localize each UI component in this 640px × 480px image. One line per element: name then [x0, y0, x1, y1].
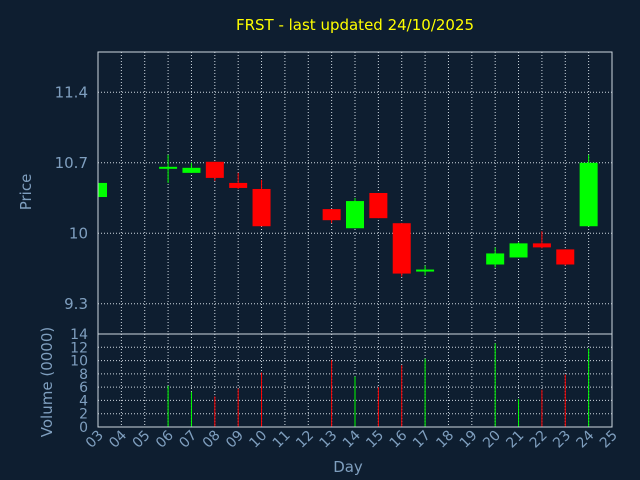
volume-axis-label: Volume (0000) [38, 327, 56, 437]
x-tick-label: 12 [293, 428, 317, 452]
candle-body [182, 167, 201, 173]
price-tick-label: 11.4 [55, 83, 88, 101]
x-tick-label: 09 [223, 428, 247, 452]
chart-title: FRST - last updated 24/10/2025 [236, 16, 474, 34]
volume-tick-label: 14 [70, 327, 88, 343]
volume-tick-label: 10 [70, 354, 88, 370]
x-tick-label: 04 [106, 427, 130, 451]
candles-layer [97, 154, 598, 277]
candle-body [532, 243, 551, 248]
volume-bars-layer [167, 343, 590, 427]
x-tick-label: 25 [597, 428, 621, 452]
x-tick-label: 17 [410, 428, 434, 452]
candle-body [416, 269, 435, 272]
candle-body [252, 188, 271, 227]
candle [579, 154, 598, 227]
volume-tick-label: 4 [79, 393, 88, 409]
candle-body [98, 182, 107, 198]
x-tick-label: 06 [153, 427, 177, 451]
candle [486, 247, 505, 268]
x-tick-label: 24 [574, 427, 598, 451]
price-tick-label: 10.7 [55, 154, 88, 172]
volume-tick-label: 0 [79, 420, 88, 436]
candle [205, 161, 224, 181]
candle-body [346, 201, 364, 229]
x-tick-labels: 03 04 05 06 07 08 09 10 11 12 13 14 15 16 17 18 19 20 21 22… [83, 427, 621, 451]
x-tick-label: 14 [340, 427, 364, 451]
candle [509, 242, 528, 258]
candle [97, 182, 107, 198]
candle [416, 265, 435, 276]
price-tick-label: 10 [69, 224, 88, 242]
x-tick-label: 10 [246, 428, 270, 452]
x-axis-label: Day [333, 458, 363, 476]
candle-body [392, 223, 411, 274]
candle [392, 223, 411, 277]
candle [252, 179, 271, 227]
x-tick-label: 11 [270, 428, 294, 452]
candle [159, 154, 178, 183]
x-tick-label: 08 [200, 428, 224, 452]
price-tick-labels: 9.3 10 10.7 11.4 [55, 83, 88, 313]
y-axis-label: Price [17, 174, 35, 211]
candle-body [205, 161, 224, 178]
candle [556, 249, 575, 266]
candle-body [509, 243, 528, 258]
candle-body [369, 193, 388, 219]
volume-tick-label: 12 [70, 340, 88, 356]
candle-body [579, 162, 598, 227]
candle [322, 209, 341, 224]
volume-tick-label: 2 [79, 407, 88, 423]
volume-panel-frame [97, 333, 613, 428]
price-tick-label: 9.3 [64, 295, 88, 313]
volume-tick-label: 6 [79, 380, 88, 396]
candle-body [322, 209, 341, 221]
x-tick-label: 21 [503, 428, 527, 452]
candle [532, 231, 551, 249]
candle-body [229, 182, 248, 188]
price-grid [97, 52, 613, 334]
x-tick-label: 15 [363, 428, 387, 452]
x-tick-label: 13 [317, 428, 341, 452]
x-tick-label: 19 [457, 428, 481, 452]
x-tick-label: 16 [387, 427, 411, 451]
candle-body [486, 253, 505, 265]
x-tick-label: 05 [130, 428, 154, 452]
x-tick-label: 07 [176, 428, 200, 452]
x-tick-label: 18 [433, 428, 457, 452]
candle [369, 193, 388, 219]
candle [229, 172, 248, 189]
candle [182, 162, 201, 173]
candle-body [556, 249, 575, 265]
candle [346, 198, 364, 229]
x-tick-label: 20 [480, 428, 504, 452]
volume-tick-label: 8 [79, 367, 88, 383]
x-tick-label: 22 [527, 428, 551, 452]
candle-body [159, 166, 178, 169]
x-tick-label: 23 [550, 428, 574, 452]
